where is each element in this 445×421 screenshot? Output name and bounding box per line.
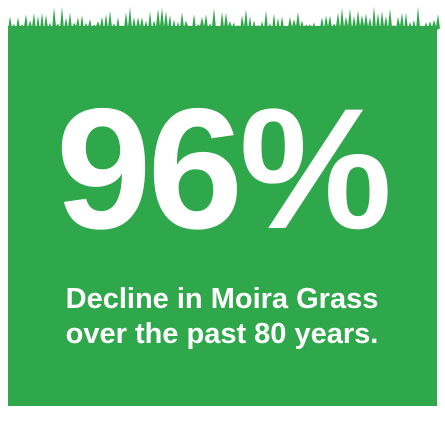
caption-line: Decline in Moira Grass [66,283,379,315]
headline: 96% [56,73,388,265]
infographic: 96% Decline in Moira Grass over the past… [0,0,445,421]
caption-line: over the past 80 years. [66,318,379,350]
page: {"headline": "96%", "caption": {"lines":… [0,0,445,421]
